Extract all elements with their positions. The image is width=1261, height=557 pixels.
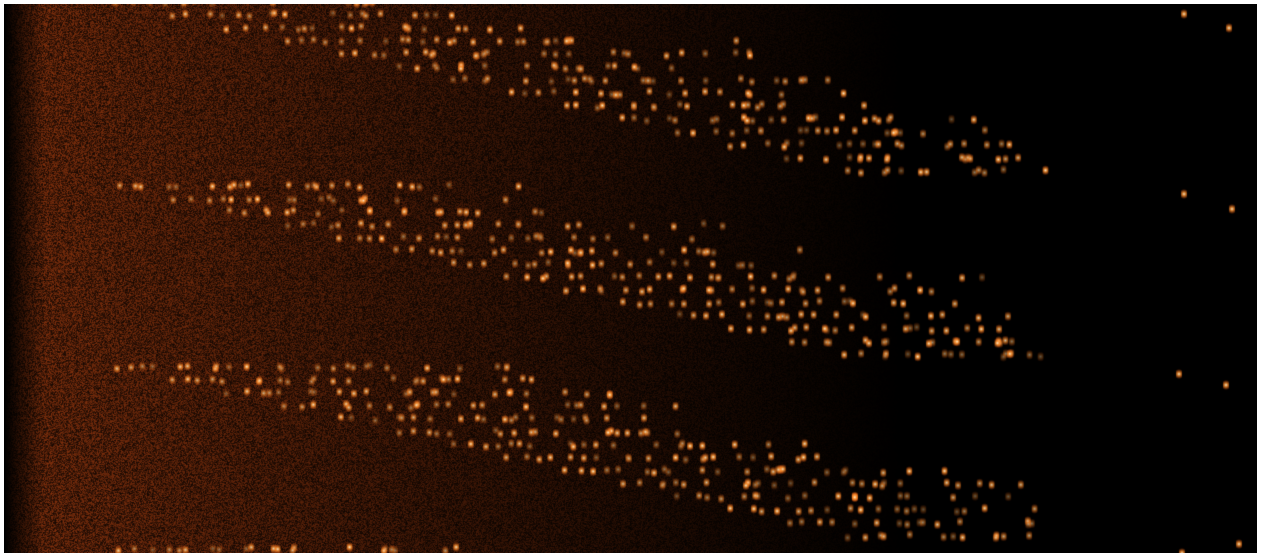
spectral-noise-image bbox=[4, 4, 1257, 553]
astronomical-image-frame bbox=[4, 4, 1257, 553]
